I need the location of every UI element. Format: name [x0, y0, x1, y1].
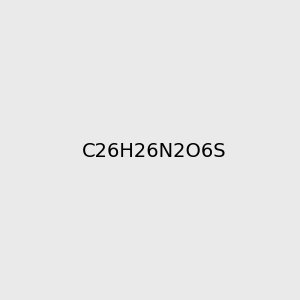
Text: C26H26N2O6S: C26H26N2O6S [81, 142, 226, 161]
